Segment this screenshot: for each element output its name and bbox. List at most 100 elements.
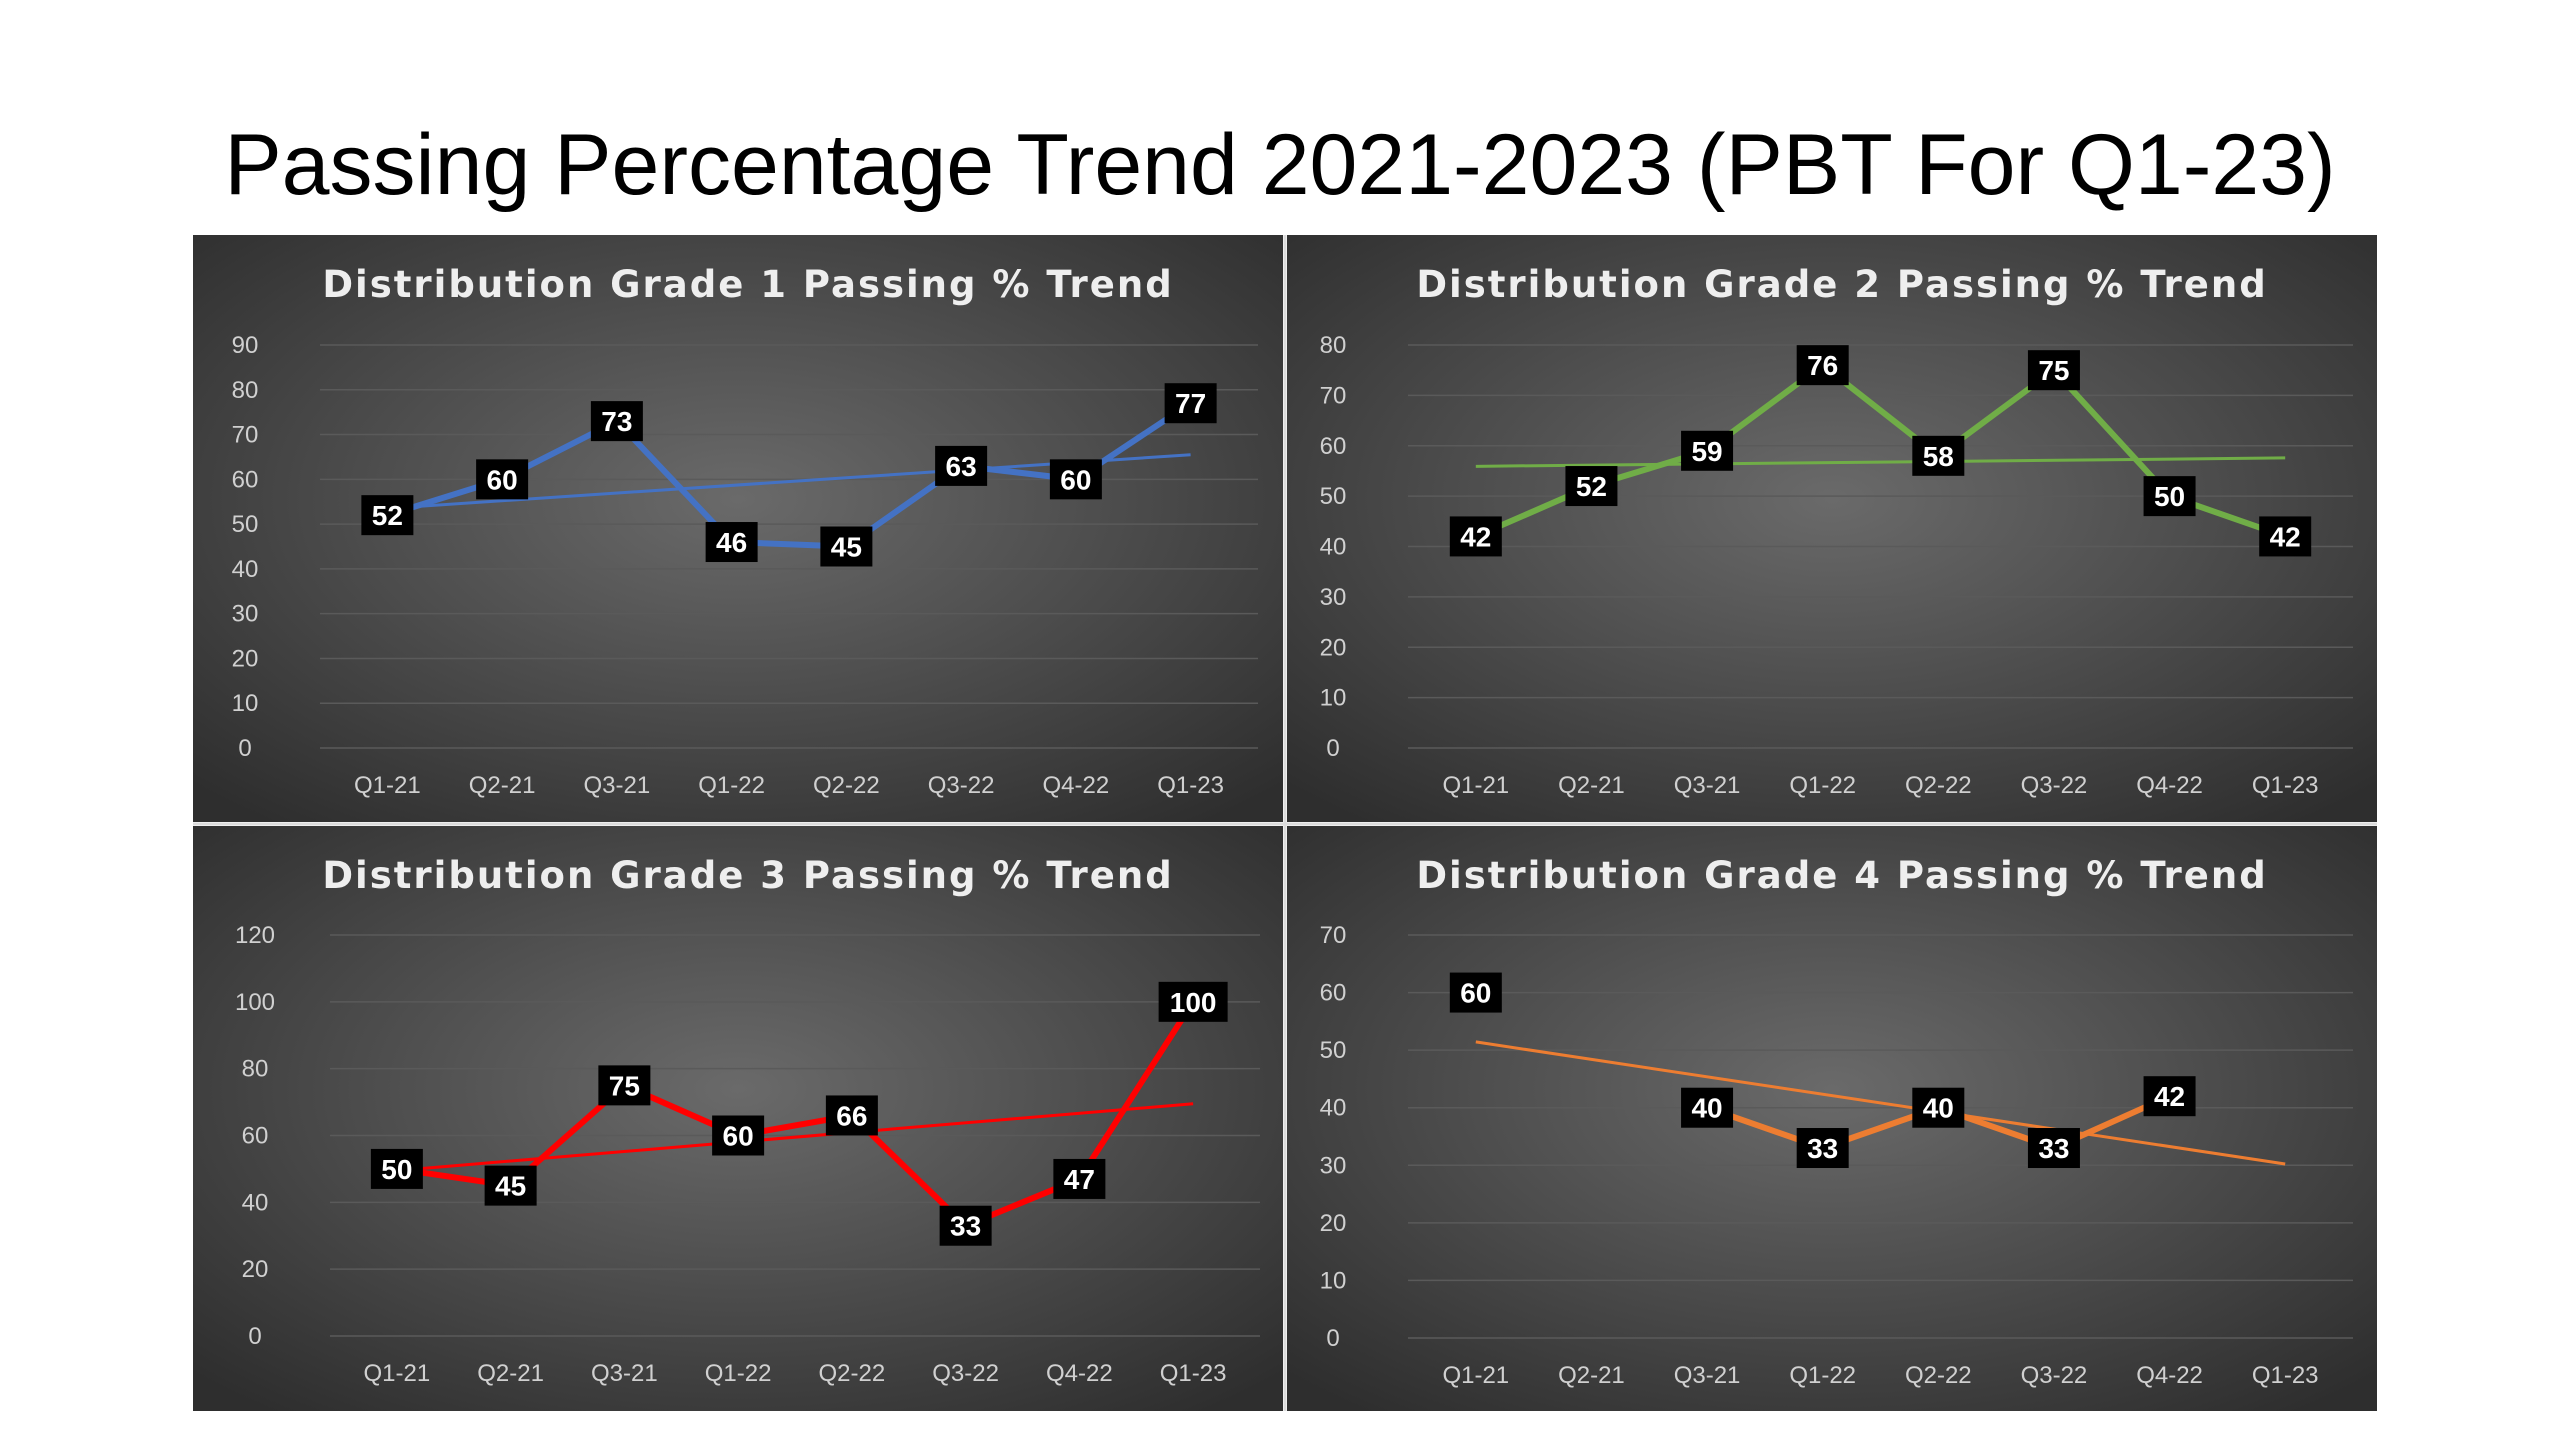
data-label: 45 <box>495 1171 526 1202</box>
data-label: 52 <box>372 500 403 531</box>
data-label-box <box>1796 345 1849 386</box>
y-tick-label: 80 <box>242 1056 269 1083</box>
y-tick-label: 70 <box>1320 382 1347 409</box>
x-tick-label: Q1-23 <box>1157 772 1224 799</box>
data-label-box <box>705 522 758 563</box>
x-tick-label: Q3-21 <box>1674 1362 1741 1389</box>
data-label: 40 <box>1923 1093 1954 1124</box>
data-label: 60 <box>1060 464 1091 495</box>
data-label-box <box>935 445 988 486</box>
y-tick-label: 70 <box>232 422 259 449</box>
y-tick-label: 0 <box>248 1323 261 1350</box>
chart-title: Distribution Grade 4 Passing % Trend <box>1416 854 2267 897</box>
data-label-box <box>825 1095 878 1136</box>
data-label-box <box>370 1148 423 1189</box>
data-label-box <box>2143 476 2196 517</box>
y-tick-label: 30 <box>1320 1152 1347 1179</box>
x-tick-label: Q1-21 <box>1442 1362 1509 1389</box>
x-tick-label: Q1-21 <box>354 772 421 799</box>
y-tick-label: 40 <box>242 1189 269 1216</box>
y-tick-label: 90 <box>232 332 259 359</box>
x-tick-label: Q3-21 <box>1674 772 1741 799</box>
x-tick-label: Q4-22 <box>1043 772 1110 799</box>
y-tick-label: 60 <box>1320 433 1347 460</box>
x-tick-label: Q4-22 <box>1046 1360 1113 1387</box>
data-label: 42 <box>1460 521 1491 552</box>
data-label-box <box>712 1115 765 1156</box>
y-tick-label: 50 <box>1320 483 1347 510</box>
x-tick-label: Q3-22 <box>932 1360 999 1387</box>
x-tick-label: Q2-22 <box>813 772 880 799</box>
chart-panel-2: Distribution Grade 2 Passing % Trend 0 10 2… <box>1287 235 2377 822</box>
data-label-box <box>1912 435 1965 476</box>
x-tick-label: Q2-21 <box>469 772 536 799</box>
data-label: 40 <box>1691 1093 1722 1124</box>
y-tick-label: 80 <box>1320 332 1347 359</box>
data-label: 33 <box>2038 1133 2069 1164</box>
y-tick-label: 120 <box>235 922 275 949</box>
data-label-box <box>1053 1158 1106 1199</box>
data-label: 50 <box>381 1154 412 1185</box>
data-label-box <box>1681 1087 1734 1128</box>
data-label-box <box>1912 1087 1965 1128</box>
x-tick-label: Q1-21 <box>1442 772 1509 799</box>
y-tick-label: 60 <box>232 466 259 493</box>
data-label-box <box>2143 1076 2196 1117</box>
data-label: 42 <box>2270 521 2301 552</box>
data-label: 76 <box>1807 350 1838 381</box>
x-tick-label: Q1-22 <box>698 772 765 799</box>
y-tick-label: 20 <box>242 1256 269 1283</box>
y-tick-label: 0 <box>1326 1325 1339 1352</box>
data-label: 77 <box>1175 388 1206 419</box>
page-title: Passing Percentage Trend 2021-2023 (PBT … <box>224 117 2336 213</box>
y-tick-label: 100 <box>235 989 275 1016</box>
data-label-box <box>1565 466 1618 507</box>
data-label-box <box>939 1205 992 1246</box>
y-tick-label: 50 <box>232 511 259 538</box>
data-label: 66 <box>836 1100 867 1131</box>
y-tick-label: 0 <box>238 735 251 762</box>
trendline <box>1475 1040 2286 1166</box>
y-tick-label: 30 <box>1320 584 1347 611</box>
x-tick-label: Q1-22 <box>1789 772 1856 799</box>
data-label-box <box>1164 383 1217 424</box>
data-label: 60 <box>487 464 518 495</box>
y-tick-label: 80 <box>232 377 259 404</box>
data-label: 75 <box>2038 355 2069 386</box>
y-tick-label: 10 <box>1320 1267 1347 1294</box>
y-tick-label: 10 <box>1320 685 1347 712</box>
x-tick-label: Q4-22 <box>2136 1362 2203 1389</box>
y-tick-label: 60 <box>1320 980 1347 1007</box>
chart-title: Distribution Grade 2 Passing % Trend <box>1416 263 2267 306</box>
y-tick-label: 20 <box>1320 1210 1347 1237</box>
x-tick-label: Q1-21 <box>364 1360 431 1387</box>
data-label: 73 <box>601 406 632 437</box>
x-tick-label: Q1-23 <box>2252 772 2319 799</box>
data-label: 45 <box>831 532 862 563</box>
y-tick-label: 40 <box>232 556 259 583</box>
y-tick-label: 60 <box>242 1123 269 1150</box>
data-label: 63 <box>946 451 977 482</box>
data-label: 42 <box>2154 1081 2185 1112</box>
chart-panel-4: Distribution Grade 4 Passing % Trend 0 10 2… <box>1287 826 2377 1411</box>
x-tick-label: Q3-22 <box>928 772 995 799</box>
chart-title: Distribution Grade 3 Passing % Trend <box>322 854 1173 897</box>
chart-background <box>1287 826 2377 1411</box>
data-label: 33 <box>1807 1133 1838 1164</box>
x-tick-label: Q2-21 <box>1558 1362 1625 1389</box>
data-label: 52 <box>1576 471 1607 502</box>
data-label-box <box>476 459 529 500</box>
y-tick-label: 20 <box>1320 634 1347 661</box>
data-label: 75 <box>609 1070 640 1101</box>
data-label: 60 <box>723 1121 754 1152</box>
data-label-box <box>1449 516 1502 557</box>
y-tick-label: 0 <box>1326 735 1339 762</box>
data-label: 33 <box>950 1211 981 1242</box>
y-tick-label: 10 <box>232 690 259 717</box>
x-tick-label: Q2-21 <box>1558 772 1625 799</box>
data-label: 58 <box>1923 441 1954 472</box>
trendline <box>1475 456 2286 468</box>
x-tick-label: Q2-22 <box>1905 1362 1972 1389</box>
x-tick-label: Q1-22 <box>705 1360 772 1387</box>
